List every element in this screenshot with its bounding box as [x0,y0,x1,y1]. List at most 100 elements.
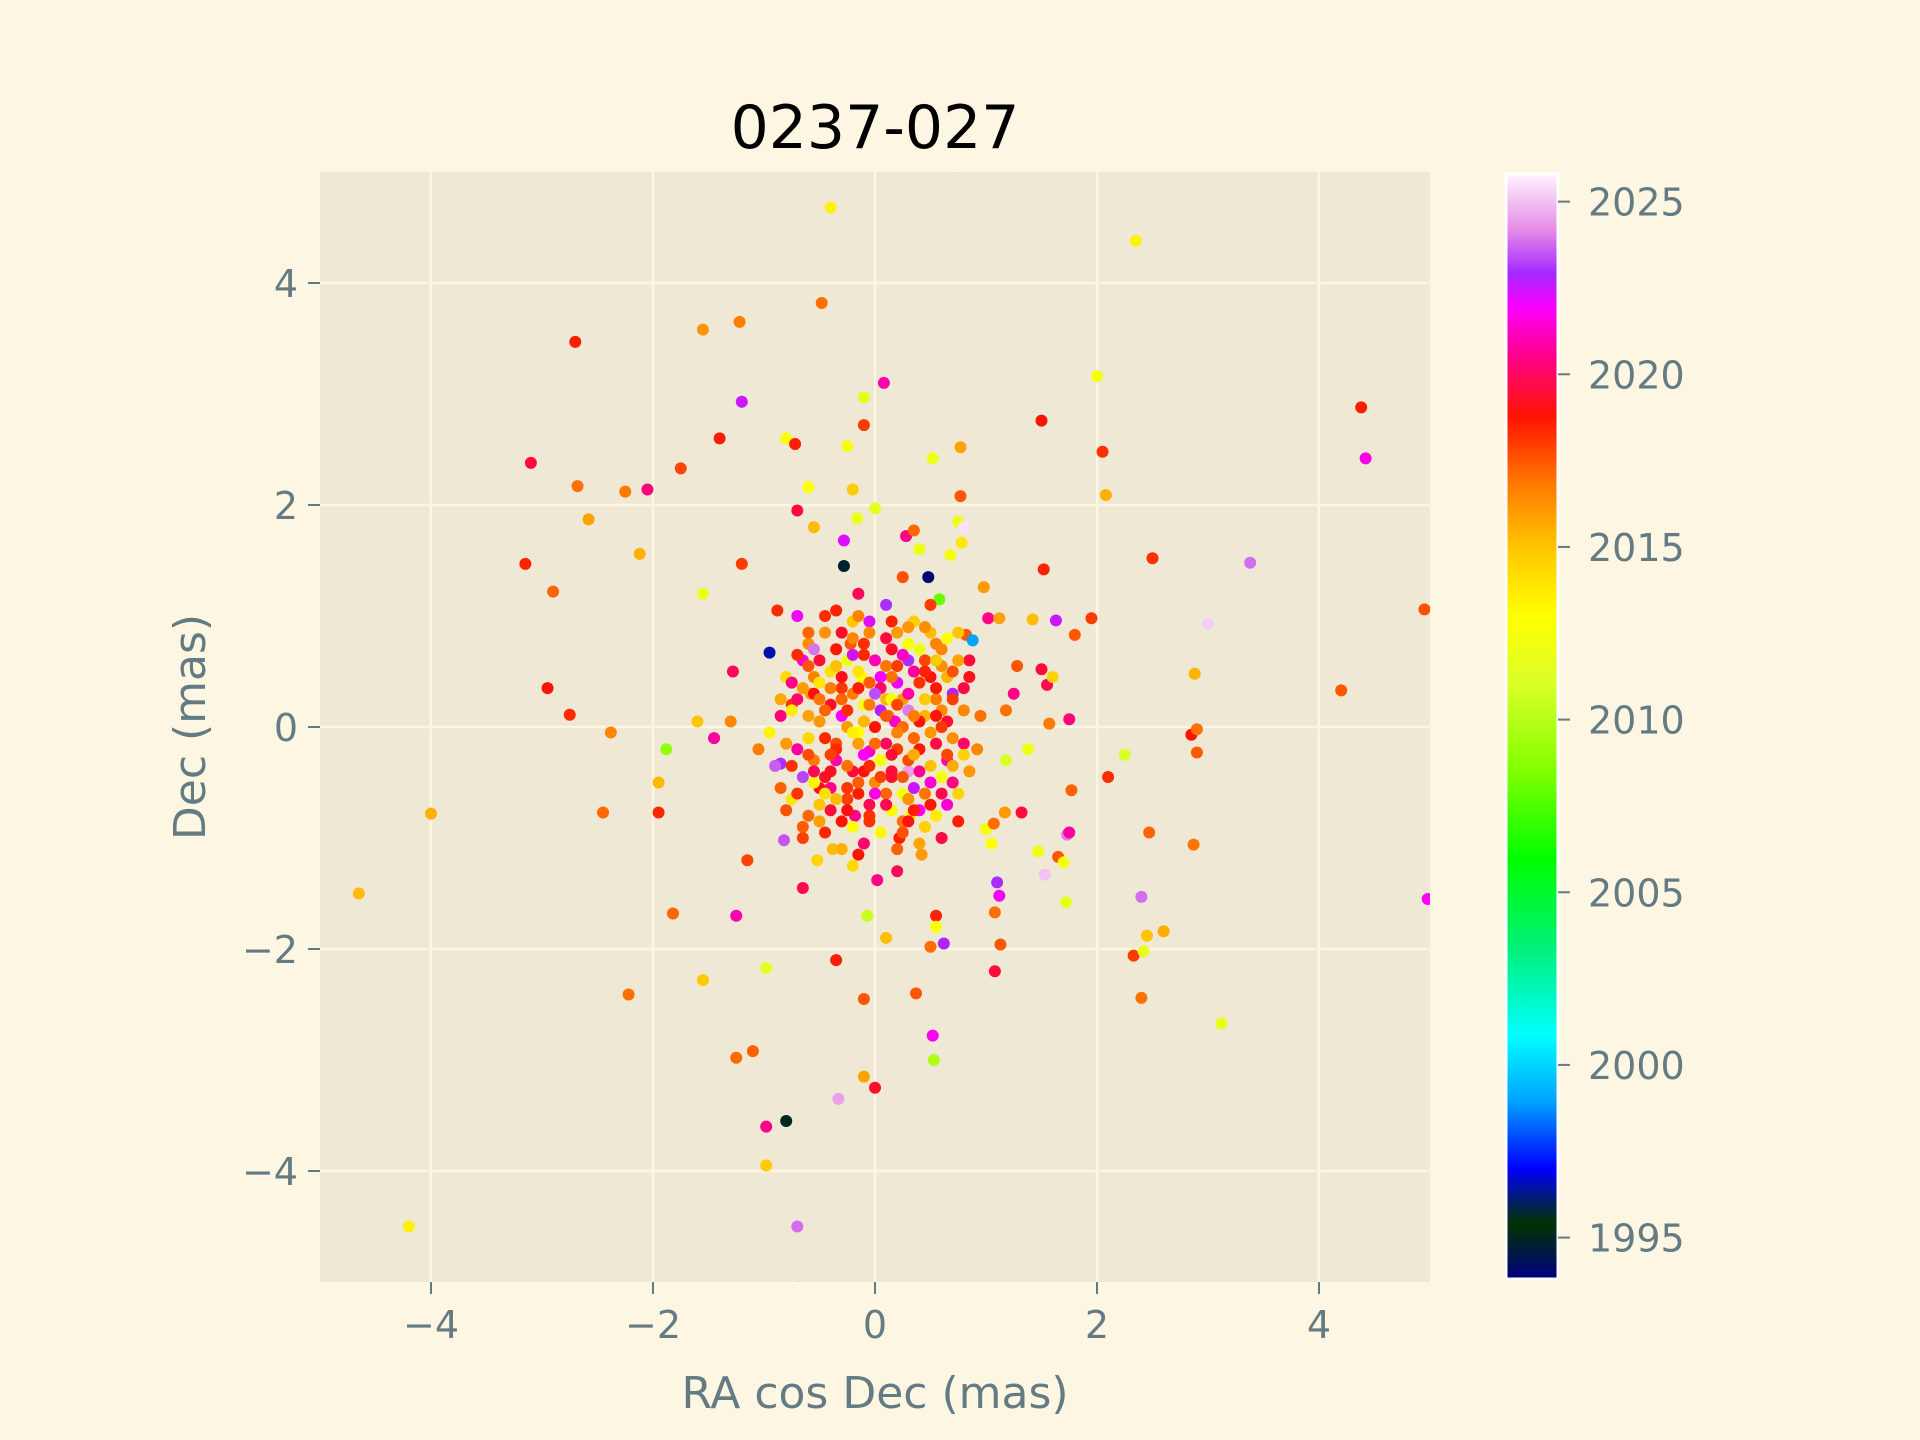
data-point [802,709,815,722]
data-point [1137,945,1150,958]
data-point [933,593,946,606]
data-point [999,754,1012,767]
data-point [1043,717,1056,730]
data-point [813,693,826,706]
data-point [918,693,931,706]
data-point [780,804,793,817]
data-point [774,782,787,795]
data-point [1118,748,1131,761]
data-point [735,395,748,408]
data-point [769,759,782,772]
data-point [1215,1017,1228,1030]
data-points [352,172,1430,1282]
data-point [851,512,864,525]
data-point [902,687,915,700]
data-point [902,815,915,828]
data-point [835,682,848,695]
colorbar-tick-label: 2025 [1588,181,1685,225]
data-point [966,634,979,647]
colorbar-tick-label: 2020 [1588,353,1685,397]
data-point [541,682,554,695]
data-point [652,776,665,789]
data-point [777,834,790,847]
data-point [861,909,874,922]
data-point [852,610,865,622]
data-point [907,709,920,722]
data-point [1135,991,1148,1004]
data-point [830,659,843,672]
data-point [791,693,804,706]
data-point [930,709,943,722]
data-point [946,665,959,678]
data-point [988,906,1001,919]
data-point [907,524,920,537]
data-point [918,820,931,833]
x-tick-label: 2 [1085,1303,1109,1347]
data-point [802,809,815,822]
data-point [1140,929,1153,942]
data-point [1129,234,1142,247]
data-point [1355,401,1368,414]
data-point [988,965,1001,978]
data-point [857,748,870,761]
data-point [774,709,787,722]
data-point [913,543,926,556]
data-point [763,646,776,659]
data-point [824,748,837,761]
data-point [954,441,967,454]
data-point [891,726,904,739]
data-point [837,534,850,547]
data-point [977,581,990,594]
data-point [952,815,965,828]
data-point [796,770,809,783]
data-point [926,452,939,465]
data-point [902,793,915,806]
data-point [774,693,787,706]
data-point [1157,925,1170,938]
data-point [1335,684,1348,697]
data-point [735,557,748,570]
data-point [791,743,804,756]
data-point [797,1281,802,1282]
colorbar-tick-label: 2005 [1588,871,1685,915]
data-point [796,682,809,695]
data-point [874,770,887,783]
data-point [880,787,893,800]
data-point [785,704,798,717]
data-point [547,585,560,598]
data-point [863,759,876,772]
data-point [713,432,726,445]
data-point [819,626,832,639]
data-point [569,335,582,348]
data-point [780,1115,793,1128]
data-point [924,726,937,739]
y-tick-label: −2 [242,928,298,972]
data-point [813,676,826,689]
data-point [935,787,948,800]
data-point [993,612,1006,625]
data-point [946,776,959,789]
x-tick-label: 0 [863,1303,887,1347]
data-point [913,643,926,656]
data-point [824,682,837,695]
colorbar-tick-label: 2010 [1588,699,1685,743]
data-point [869,654,881,667]
data-point [641,483,654,496]
data-point [1202,617,1214,630]
data-point [815,296,828,309]
x-tick-label: −2 [625,1303,681,1347]
data-point [924,598,937,611]
data-point [852,776,865,789]
data-point [987,817,1000,830]
data-point [1035,414,1048,427]
data-point [841,782,854,795]
data-point [660,743,673,756]
data-point [582,513,595,526]
data-point [885,643,898,656]
data-point [1127,949,1140,962]
data-point [985,837,998,850]
data-point [891,659,904,672]
data-point [1421,893,1430,906]
data-point [907,748,920,761]
data-point [946,732,959,745]
